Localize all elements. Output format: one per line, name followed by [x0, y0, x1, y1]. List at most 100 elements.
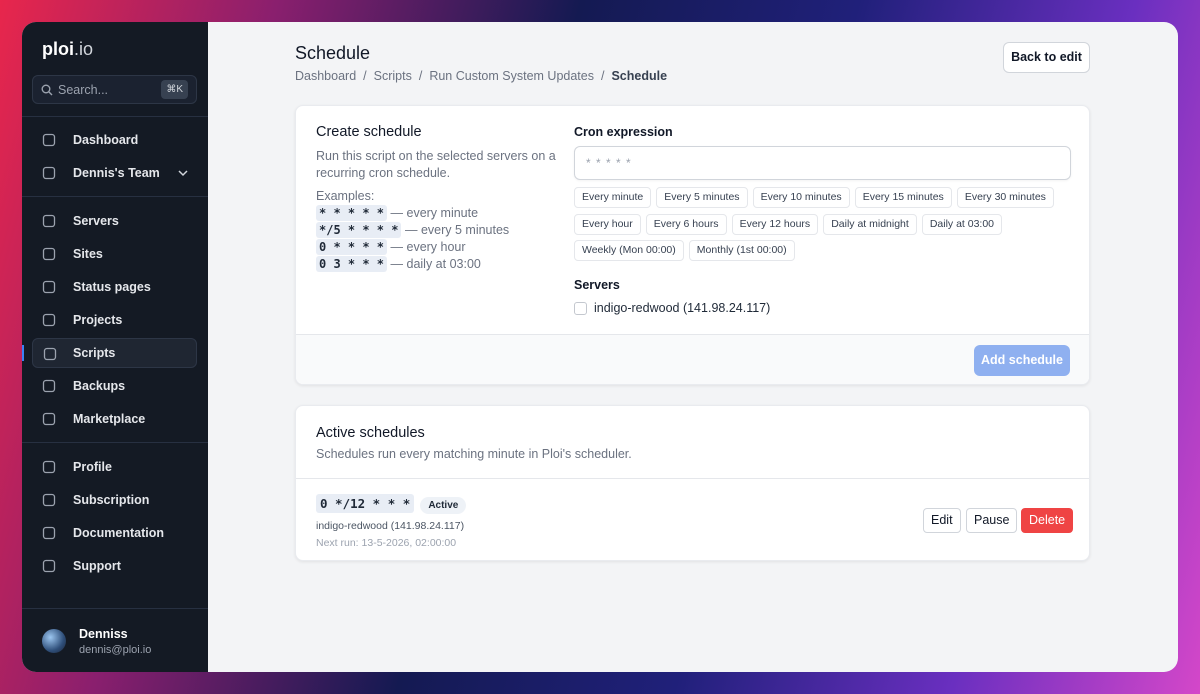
breadcrumb: Dashboard / Scripts / Run Custom System Upda…	[295, 69, 667, 83]
preset-chip[interactable]: Daily at 03:00	[921, 213, 1003, 235]
nav-label: Scripts	[73, 346, 116, 360]
search-icon	[41, 84, 53, 96]
nav-icon	[42, 379, 56, 393]
example: * * * * * — every minute	[316, 205, 509, 222]
preset-chip[interactable]: Every 10 minutes	[752, 187, 850, 208]
schedule-cron: 0 */12 * * * Active	[316, 494, 467, 514]
preset-chip[interactable]: Every hour	[574, 213, 641, 235]
nav-item[interactable]: Dennis's Team	[32, 158, 197, 188]
cron-placeholder: * * * * *	[586, 156, 632, 170]
presets: Every minute Every 5 minutes Every 10 minu…	[574, 187, 1071, 261]
breadcrumb-separator: /	[600, 69, 605, 83]
nav-icon	[42, 133, 56, 147]
server-option[interactable]: indigo-redwood (141.98.24.117)	[594, 301, 771, 315]
examples-label: Examples:	[316, 189, 375, 203]
preset-chip[interactable]: Every minute	[574, 187, 652, 208]
nav-item[interactable]: Servers	[32, 206, 197, 236]
nav-item[interactable]: Projects	[32, 305, 197, 335]
breadcrumb-item: Schedule	[611, 69, 668, 83]
nav-label: Sites	[73, 247, 103, 261]
search-box[interactable]: Search... ⌘K	[32, 75, 197, 104]
user-menu[interactable]: Denniss dennis@ploi.io	[22, 608, 208, 672]
nav-item[interactable]: Profile	[32, 452, 197, 482]
description: Run this script on the selected servers …	[316, 149, 556, 180]
active-card: Active schedules Schedules run every mat…	[295, 405, 1090, 561]
nav-label: Projects	[73, 313, 123, 327]
nav-item[interactable]: Scripts	[22, 338, 197, 368]
nav-label: Marketplace	[73, 412, 146, 426]
app-window: ploi.io Search... ⌘K Dashboard Dennis's T…	[22, 22, 1178, 672]
nav-icon	[42, 280, 56, 294]
examples: * * * * * — every minute */5 * * * * — ev…	[316, 205, 509, 273]
nav-label: Documentation	[73, 526, 164, 540]
preset-chip[interactable]: Every 15 minutes	[854, 187, 952, 208]
nav-item[interactable]: Dashboard	[32, 125, 197, 155]
nav-group: Dashboard Dennis's Team	[32, 125, 197, 188]
logo-suffix: .io	[74, 39, 94, 59]
servers-label: Servers	[574, 278, 620, 292]
preset-chip[interactable]: Daily at midnight	[823, 213, 917, 235]
divider	[296, 478, 1089, 479]
pause-button[interactable]: Pause	[966, 508, 1018, 533]
preset-chip[interactable]: Every 30 minutes	[956, 187, 1054, 208]
add-button[interactable]: Add schedule	[974, 345, 1070, 376]
example-code: * * * * *	[316, 205, 388, 221]
example: 0 * * * * — every hour	[316, 239, 509, 256]
nav-item[interactable]: Marketplace	[32, 404, 197, 434]
nav-item[interactable]: Sites	[32, 239, 197, 269]
example: */5 * * * * — every 5 minutes	[316, 222, 509, 239]
preset-chip[interactable]: Monthly (1st 00:00)	[688, 240, 795, 261]
nav-item[interactable]: Subscription	[32, 485, 197, 515]
cron-code: 0 */12 * * *	[316, 494, 415, 513]
example-text: — every 5 minutes	[404, 223, 510, 237]
nav-icon	[42, 313, 56, 327]
back-button[interactable]: Back to edit	[1003, 42, 1090, 73]
breadcrumb-item[interactable]: Run Custom System Updates	[429, 69, 594, 83]
avatar	[42, 629, 66, 653]
server-checkbox[interactable]	[574, 302, 587, 315]
cron-input[interactable]: * * * * *	[574, 146, 1071, 180]
example-text: — daily at 03:00	[390, 257, 481, 271]
nav-icon	[42, 247, 56, 261]
preset-chip[interactable]: Weekly (Mon 00:00)	[574, 240, 684, 261]
create-card: Create schedule Run this script on the s…	[295, 105, 1090, 385]
breadcrumb-item[interactable]: Scripts	[373, 69, 412, 83]
user-name: Denniss	[79, 627, 128, 641]
nav-label: Support	[73, 559, 121, 573]
nav-item[interactable]: Documentation	[32, 518, 197, 548]
breadcrumb-item[interactable]: Dashboard	[295, 69, 357, 83]
nav-icon	[42, 526, 56, 540]
example-code: 0 * * * *	[316, 239, 388, 255]
example-code: */5 * * * *	[316, 222, 402, 238]
status-badge: Active	[420, 497, 467, 514]
example-text: — every hour	[390, 240, 466, 254]
nav-label: Servers	[73, 214, 119, 228]
nav-icon	[42, 412, 56, 426]
nav: Dashboard Dennis's Team Servers Sites Status…	[22, 125, 208, 584]
edit-button[interactable]: Edit	[923, 508, 961, 533]
nav-item[interactable]: Backups	[32, 371, 197, 401]
nav-label: Profile	[73, 460, 112, 474]
nav-label: Subscription	[73, 493, 150, 507]
nav-icon	[43, 347, 57, 361]
cron-label: Cron expression	[574, 125, 673, 139]
preset-chip[interactable]: Every 5 minutes	[656, 187, 748, 208]
preset-chip[interactable]: Every 12 hours	[731, 213, 819, 235]
nav-label: Backups	[73, 379, 126, 393]
card-footer: Add schedule	[296, 334, 1089, 384]
shortcut: ⌘K	[161, 80, 188, 99]
example-code: 0 3 * * *	[316, 256, 388, 272]
logo[interactable]: ploi.io	[42, 39, 93, 60]
breadcrumb-separator: /	[418, 69, 423, 83]
nav-item[interactable]: Support	[32, 551, 197, 581]
divider	[22, 116, 208, 117]
nav-icon	[42, 214, 56, 228]
nav-group: Servers Sites Status pages Projects Scripts B…	[22, 196, 208, 434]
nav-item[interactable]: Status pages	[32, 272, 197, 302]
example: 0 3 * * * — daily at 03:00	[316, 256, 509, 273]
preset-chip[interactable]: Every 6 hours	[645, 213, 727, 235]
nav-label: Dennis's Team	[73, 166, 160, 180]
logo-name: ploi	[42, 39, 74, 59]
delete-button[interactable]: Delete	[1021, 508, 1074, 533]
